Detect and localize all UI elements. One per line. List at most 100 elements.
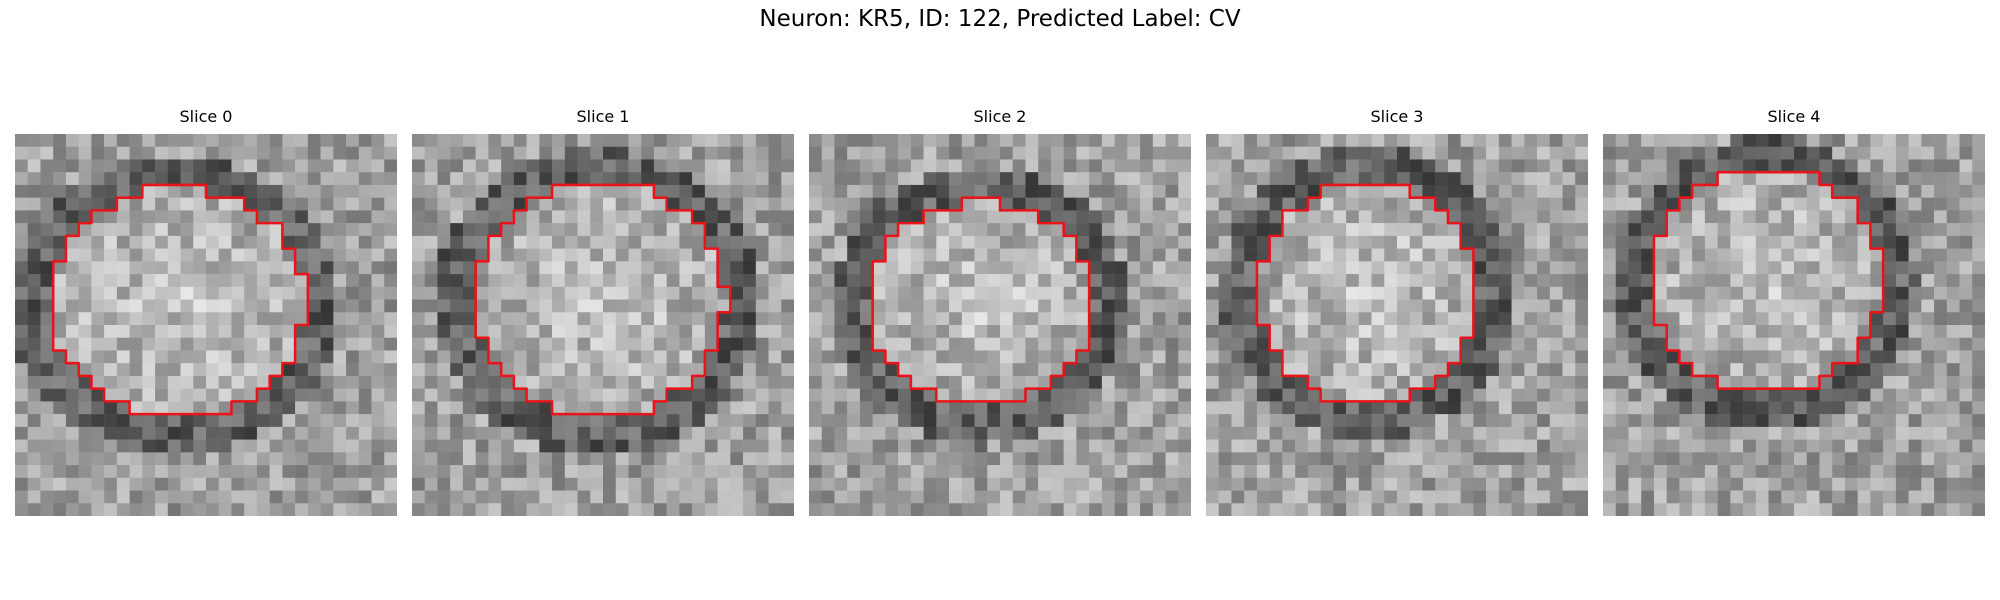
image-pixel: [743, 159, 757, 173]
image-pixel: [1717, 401, 1731, 415]
image-pixel: [1089, 172, 1103, 186]
image-pixel: [1384, 235, 1398, 249]
image-pixel: [1346, 414, 1360, 428]
image-pixel: [155, 490, 169, 504]
image-pixel: [1692, 439, 1706, 453]
image-pixel: [730, 363, 744, 377]
image-pixel: [1165, 477, 1179, 491]
image-pixel: [346, 312, 360, 326]
image-pixel: [743, 312, 757, 326]
figure-title: Neuron: KR5, ID: 122, Predicted Label: C…: [759, 6, 1241, 32]
image-pixel: [424, 274, 438, 288]
image-pixel: [1653, 477, 1667, 491]
image-pixel: [1089, 503, 1103, 516]
image-pixel: [1140, 477, 1154, 491]
image-pixel: [1114, 235, 1128, 249]
image-pixel: [1358, 375, 1372, 389]
image-pixel: [244, 490, 258, 504]
image-pixel: [1486, 452, 1500, 466]
image-pixel: [781, 286, 794, 300]
image-pixel: [1307, 439, 1321, 453]
image-pixel: [1679, 299, 1693, 313]
image-pixel: [1371, 134, 1385, 147]
image-pixel: [358, 299, 372, 313]
image-pixel: [142, 172, 156, 186]
image-pixel: [1972, 477, 1985, 491]
image-pixel: [1460, 363, 1474, 377]
image-pixel: [1012, 375, 1026, 389]
image-pixel: [1653, 401, 1667, 415]
image-pixel: [513, 312, 527, 326]
image-pixel: [282, 414, 296, 428]
image-pixel: [1295, 235, 1309, 249]
image-pixel: [65, 490, 79, 504]
image-pixel: [1615, 350, 1629, 364]
image-pixel: [526, 248, 540, 262]
image-pixel: [1883, 312, 1897, 326]
image-pixel: [1615, 363, 1629, 377]
image-pixel: [1549, 503, 1563, 516]
image-pixel: [1295, 146, 1309, 160]
image-pixel: [1307, 452, 1321, 466]
image-pixel: [450, 312, 464, 326]
image-pixel: [1140, 350, 1154, 364]
image-pixel: [872, 172, 886, 186]
image-pixel: [1883, 375, 1897, 389]
image-pixel: [333, 286, 347, 300]
image-pixel: [552, 477, 566, 491]
image-pixel: [1422, 172, 1436, 186]
image-pixel: [885, 325, 899, 338]
image-pixel: [1844, 235, 1858, 249]
image-pixel: [15, 401, 28, 415]
image-pixel: [1307, 134, 1321, 147]
image-pixel: [1358, 286, 1372, 300]
image-pixel: [1244, 503, 1258, 516]
image-pixel: [307, 414, 321, 428]
image-pixel: [781, 439, 794, 453]
image-pixel: [371, 274, 385, 288]
image-pixel: [256, 503, 270, 516]
image-pixel: [1384, 503, 1398, 516]
image-pixel: [231, 286, 245, 300]
image-pixel: [1692, 503, 1706, 516]
image-pixel: [1409, 452, 1423, 466]
image-pixel: [116, 223, 130, 237]
image-pixel: [358, 426, 372, 440]
image-pixel: [1717, 197, 1731, 211]
image-pixel: [1089, 439, 1103, 453]
image-pixel: [898, 388, 912, 402]
image-pixel: [231, 439, 245, 453]
image-pixel: [1549, 426, 1563, 440]
image-pixel: [437, 439, 451, 453]
image-pixel: [564, 197, 578, 211]
image-pixel: [142, 197, 156, 211]
image-pixel: [653, 401, 667, 415]
image-pixel: [1358, 414, 1372, 428]
image-pixel: [615, 350, 629, 364]
image-pixel: [193, 363, 207, 377]
image-pixel: [1409, 286, 1423, 300]
image-pixel: [65, 235, 79, 249]
image-pixel: [180, 299, 194, 313]
image-pixel: [872, 197, 886, 211]
image-pixel: [1333, 299, 1347, 313]
image-pixel: [218, 235, 232, 249]
image-pixel: [1717, 439, 1731, 453]
image-pixel: [450, 401, 464, 415]
image-pixel: [1870, 375, 1884, 389]
image-pixel: [412, 172, 425, 186]
image-pixel: [1653, 452, 1667, 466]
image-pixel: [27, 452, 41, 466]
image-pixel: [1524, 452, 1538, 466]
image-pixel: [1282, 261, 1296, 275]
image-pixel: [462, 134, 476, 147]
image-pixel: [307, 184, 321, 198]
image-pixel: [834, 337, 848, 351]
image-pixel: [1371, 388, 1385, 402]
image-pixel: [1781, 223, 1795, 237]
image-pixel: [1781, 184, 1795, 198]
image-pixel: [577, 503, 591, 516]
image-pixel: [1895, 184, 1909, 198]
image-pixel: [1537, 375, 1551, 389]
image-pixel: [1371, 235, 1385, 249]
